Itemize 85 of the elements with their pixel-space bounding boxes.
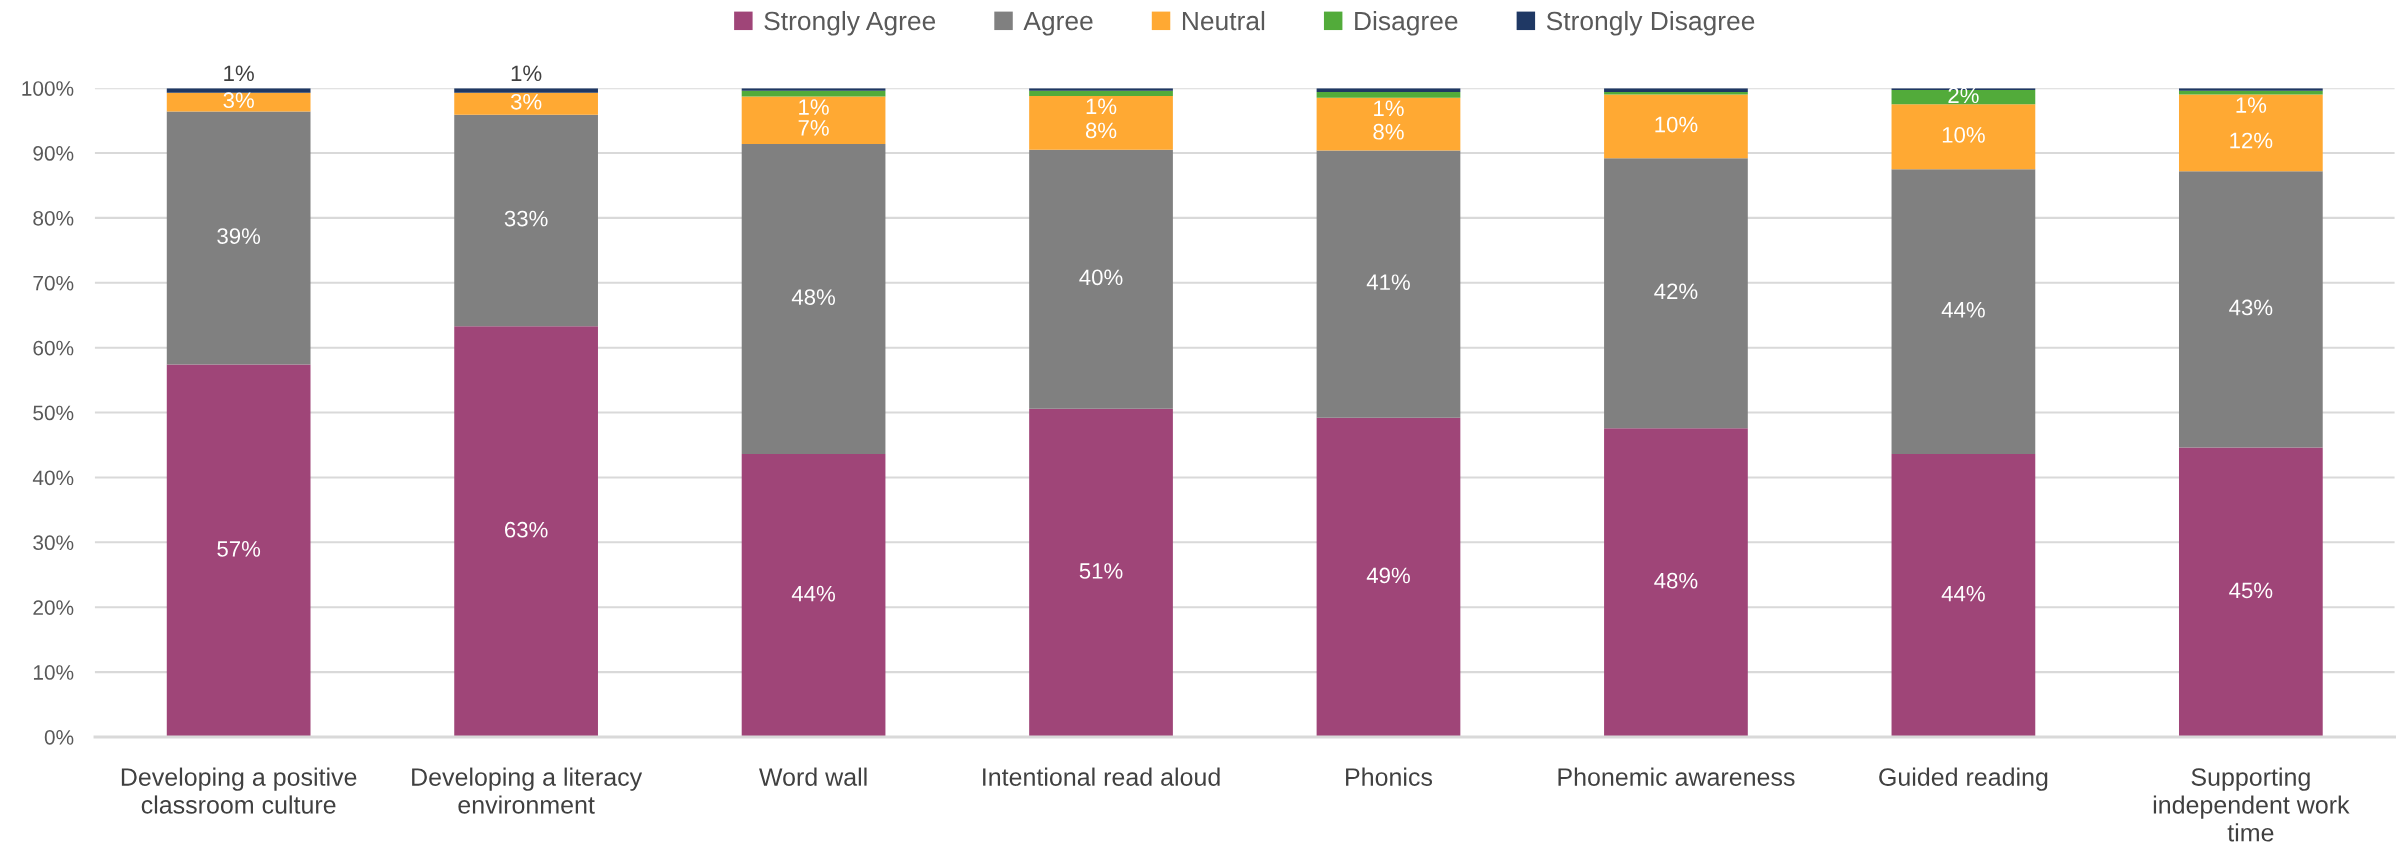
- data-label: 48%: [1654, 572, 1698, 589]
- bar: [166, 92, 311, 112]
- data-label: 10%: [1942, 127, 1985, 143]
- y-tick-label: 90%: [33, 146, 74, 161]
- bar: [166, 111, 311, 365]
- bar: [1604, 428, 1748, 737]
- x-tick-label: Phonemic awareness: [1558, 767, 1795, 786]
- bar: [1316, 97, 1461, 151]
- data-label: 1%: [1086, 98, 1117, 115]
- data-label: 3%: [223, 92, 254, 109]
- y-tick-label: 10%: [33, 665, 74, 680]
- data-label: 39%: [217, 228, 261, 244]
- data-label: 42%: [1654, 283, 1698, 300]
- data-label: 49%: [1366, 567, 1410, 584]
- x-tick-label: Phonics: [1346, 767, 1433, 786]
- y-tick-label: 0%: [44, 729, 74, 745]
- bar: [1604, 92, 1748, 95]
- data-label: 41%: [1366, 274, 1410, 290]
- bar: [741, 143, 886, 455]
- y-tick-label: 50%: [33, 405, 74, 421]
- bar: [1029, 408, 1173, 737]
- bar: [1316, 150, 1461, 418]
- y-tick-label: 100%: [22, 81, 74, 96]
- data-label: 45%: [2229, 582, 2273, 599]
- legend-label: Strongly Agree: [764, 10, 936, 36]
- data-label: 7%: [798, 120, 829, 136]
- bar: [454, 92, 598, 115]
- data-label: 43%: [2229, 299, 2273, 316]
- data-label: 1%: [1374, 100, 1404, 117]
- bar: [1604, 158, 1748, 429]
- data-label: 63%: [505, 521, 548, 538]
- data-label: 3%: [510, 93, 542, 110]
- y-tick-label: 20%: [33, 600, 74, 615]
- bar: [1891, 90, 2036, 105]
- data-label: 10%: [1655, 116, 1698, 133]
- bar: [1029, 95, 1173, 150]
- x-tick-label: Developing a positive classroom culture: [121, 767, 357, 814]
- x-tick-label: Guided reading: [1879, 767, 2048, 791]
- x-tick-label: Word wall: [759, 767, 867, 786]
- bar: [1029, 149, 1173, 409]
- y-tick-label: 80%: [33, 210, 74, 226]
- bar: [2179, 90, 2323, 95]
- data-label: 1%: [224, 65, 254, 82]
- bar: [741, 90, 886, 97]
- bar: [1891, 104, 2036, 170]
- data-label: 33%: [504, 210, 548, 227]
- x-tick-label: Intentional read aloud: [983, 767, 1220, 786]
- data-label: 51%: [1079, 563, 1123, 579]
- data-label: 48%: [791, 289, 836, 305]
- bar: [1316, 92, 1461, 98]
- data-label: 8%: [1373, 123, 1404, 140]
- bar: [1029, 90, 1173, 96]
- data-label: 1%: [2236, 97, 2267, 113]
- bar: [166, 364, 311, 737]
- data-label: 44%: [1941, 585, 1985, 602]
- x-tick-label: Developing a literacy environment: [412, 767, 643, 814]
- legend-label: Disagree: [1355, 10, 1458, 36]
- legend-label: Neutral: [1182, 10, 1265, 31]
- bar: [2179, 171, 2323, 448]
- x-tick-label: Supporting independent work time: [2153, 767, 2350, 842]
- data-label: 2%: [1948, 87, 1979, 104]
- bar: [2179, 447, 2323, 737]
- bar: [1316, 417, 1461, 737]
- bar: [1604, 94, 1748, 159]
- y-tick-label: 40%: [32, 470, 74, 486]
- bar: [741, 96, 886, 144]
- bar: [2179, 94, 2323, 172]
- data-label: 8%: [1085, 122, 1117, 139]
- bar: [1891, 454, 2036, 737]
- data-label: 57%: [217, 541, 261, 557]
- data-label: 1%: [511, 65, 542, 82]
- bar: [454, 326, 598, 737]
- data-label: 1%: [799, 99, 829, 115]
- bar: [454, 114, 598, 327]
- data-label: 44%: [1941, 301, 1985, 318]
- legend-label: Agree: [1023, 11, 1093, 36]
- y-tick-label: 70%: [33, 275, 74, 291]
- bar: [1891, 169, 2036, 455]
- data-label: 12%: [2230, 132, 2273, 149]
- y-tick-label: 60%: [33, 340, 74, 356]
- data-label: 40%: [1079, 269, 1123, 286]
- data-label: 44%: [791, 585, 836, 602]
- y-tick-label: 30%: [33, 535, 74, 551]
- legend-label: Strongly Disagree: [1546, 10, 1755, 36]
- bar: [741, 454, 886, 737]
